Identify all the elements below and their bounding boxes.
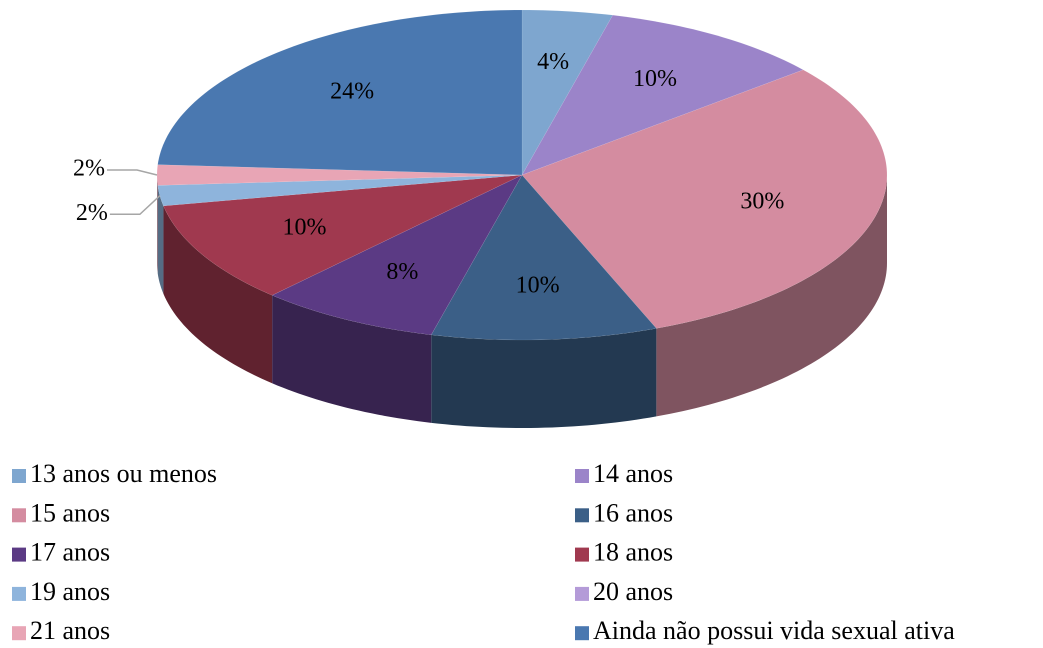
legend-label: 18 anos (593, 538, 673, 567)
legend-label: 17 anos (30, 538, 110, 567)
pie-side (163, 205, 273, 384)
legend-label: 19 anos (30, 577, 110, 606)
legend-swatch (575, 547, 589, 562)
pie-slice (521, 14, 804, 176)
pie-slice (430, 174, 657, 341)
leader-line (109, 195, 161, 216)
data-label: 2% (76, 200, 108, 226)
data-label: 10% (283, 215, 327, 241)
legend-swatch (575, 626, 589, 641)
legend-swatch (575, 469, 589, 483)
pie-side (272, 295, 432, 423)
legend-label: Ainda não possui vida sexual ativa (593, 616, 955, 645)
data-label: 24% (330, 79, 374, 105)
legend-label: 20 anos (593, 577, 673, 606)
legend-label: 21 anos (30, 616, 110, 645)
pie-side (157, 175, 158, 274)
data-label: 4% (537, 49, 569, 75)
pie-slice (521, 9, 614, 176)
legend-swatch (12, 469, 26, 483)
legend-swatch (12, 626, 26, 641)
pie-slice (156, 164, 523, 186)
legend-swatch (12, 547, 26, 562)
pie-slice (521, 69, 888, 329)
legend-label: 16 anos (593, 498, 673, 527)
legend-label: 15 anos (30, 498, 110, 527)
pie-slice (157, 9, 523, 176)
pie-slice (163, 174, 523, 296)
data-label: 30% (740, 188, 784, 214)
data-label: 10% (633, 66, 677, 92)
pie-slice (157, 174, 523, 207)
data-label: 10% (516, 272, 560, 298)
pie-side (656, 175, 887, 417)
data-label: 2% (73, 156, 105, 182)
legend-swatch (12, 586, 26, 601)
pie-slice (271, 174, 523, 336)
pie-side (431, 328, 657, 428)
leader-line (107, 169, 158, 176)
pie-side (157, 185, 164, 294)
data-label: 8% (386, 259, 418, 285)
legend-label: 14 anos (593, 459, 673, 488)
legend-swatch (575, 508, 589, 523)
legend-label: 13 anos ou menos (30, 459, 217, 488)
legend-swatch (575, 586, 589, 601)
legend-swatch (12, 508, 26, 523)
